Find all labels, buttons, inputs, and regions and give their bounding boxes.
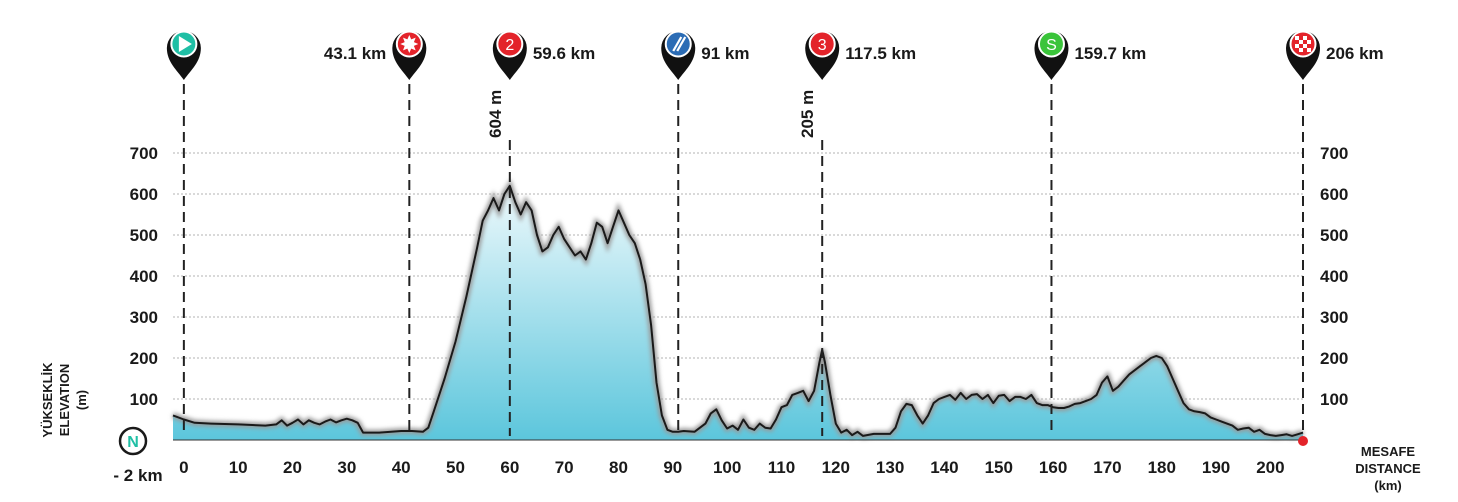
y-tick-left-300: 300 (130, 308, 158, 327)
finish-flag-icon (1286, 30, 1320, 80)
finish-dot-icon (1298, 436, 1308, 446)
y-tick-left-500: 500 (130, 226, 158, 245)
x-tick-60: 60 (500, 458, 519, 477)
marker-label-kom-3: 117.5 km (845, 44, 916, 63)
x-tick-130: 130 (876, 458, 904, 477)
x-tick-150: 150 (985, 458, 1013, 477)
sprint-s-icon-glyph: S (1046, 37, 1057, 54)
x-tick-160: 160 (1039, 458, 1067, 477)
axis-titles: YÜKSEKLİK ELEVATION (m) MESAFE DISTANCE (km) (40, 362, 1421, 493)
x-tick-200: 200 (1256, 458, 1284, 477)
north-badge-label: N (127, 434, 139, 451)
x-start-label: - 2 km (113, 466, 162, 485)
y-axis-title-line-3: (m) (74, 390, 89, 410)
y-tick-right-400: 400 (1320, 267, 1348, 286)
x-tick-20: 20 (283, 458, 302, 477)
x-tick-0: 0 (179, 458, 188, 477)
sprint-icon (392, 30, 427, 81)
x-tick-10: 10 (229, 458, 248, 477)
y-tick-right-200: 200 (1320, 349, 1348, 368)
x-tick-50: 50 (446, 458, 465, 477)
x-tick-40: 40 (392, 458, 411, 477)
elevation-area (171, 179, 1308, 446)
x-tick-180: 180 (1148, 458, 1176, 477)
route-markers: 43.1 km 2 59.6 km 604 m 91 km 3 117.5 km 205 m S… (166, 30, 1384, 138)
x-axis-title-line-3: (km) (1374, 478, 1401, 493)
start-icon (166, 30, 201, 81)
x-tick-90: 90 (663, 458, 682, 477)
x-tick-30: 30 (337, 458, 356, 477)
y-tick-left-100: 100 (130, 390, 158, 409)
marker-label-sprint: 43.1 km (324, 44, 386, 63)
elevation-line (172, 184, 1304, 437)
feed-zone-icon (661, 30, 696, 81)
y-tick-right-700: 700 (1320, 144, 1348, 163)
x-axis-title-line-1: MESAFE (1361, 444, 1416, 459)
x-tick-170: 170 (1093, 458, 1121, 477)
x-tick-190: 190 (1202, 458, 1230, 477)
marker-label-finish-flag: 206 km (1326, 44, 1384, 63)
north-badge-icon: N (118, 426, 148, 456)
y-tick-left-600: 600 (130, 185, 158, 204)
y-tick-left-200: 200 (130, 349, 158, 368)
marker-label-kom-2: 59.6 km (533, 44, 595, 63)
y-tick-right-100: 100 (1320, 390, 1348, 409)
y-axis-title-line-2: ELEVATION (57, 364, 72, 436)
y-tick-left-400: 400 (130, 267, 158, 286)
y-tick-right-300: 300 (1320, 308, 1348, 327)
kom-3-icon: 3 (805, 30, 840, 81)
x-tick-110: 110 (768, 458, 795, 477)
y-tick-right-500: 500 (1320, 226, 1348, 245)
kom-2-icon-glyph: 2 (505, 37, 514, 54)
y-tick-right-600: 600 (1320, 185, 1348, 204)
x-tick-140: 140 (930, 458, 958, 477)
x-axis-title-line-2: DISTANCE (1355, 461, 1421, 476)
y-axis-title-line-1: YÜKSEKLİK (40, 362, 55, 438)
peak-label-kom-3: 205 m (798, 90, 817, 138)
marker-label-feed-zone: 91 km (701, 44, 749, 63)
elevation-fill (173, 185, 1303, 440)
y-tick-left-700: 700 (130, 144, 158, 163)
kom-2-icon: 2 (492, 30, 527, 80)
x-tick-120: 120 (822, 458, 850, 477)
x-tick-80: 80 (609, 458, 628, 477)
grid-lines (173, 152, 1303, 400)
sprint-s-icon: S (1034, 30, 1069, 81)
kom-3-icon-glyph: 3 (818, 37, 827, 54)
marker-guide-lines (182, 84, 1304, 436)
marker-label-sprint-s: 159.7 km (1074, 44, 1146, 63)
x-tick-100: 100 (713, 458, 741, 477)
x-tick-70: 70 (555, 458, 574, 477)
peak-label-kom-2: 604 m (486, 90, 505, 138)
